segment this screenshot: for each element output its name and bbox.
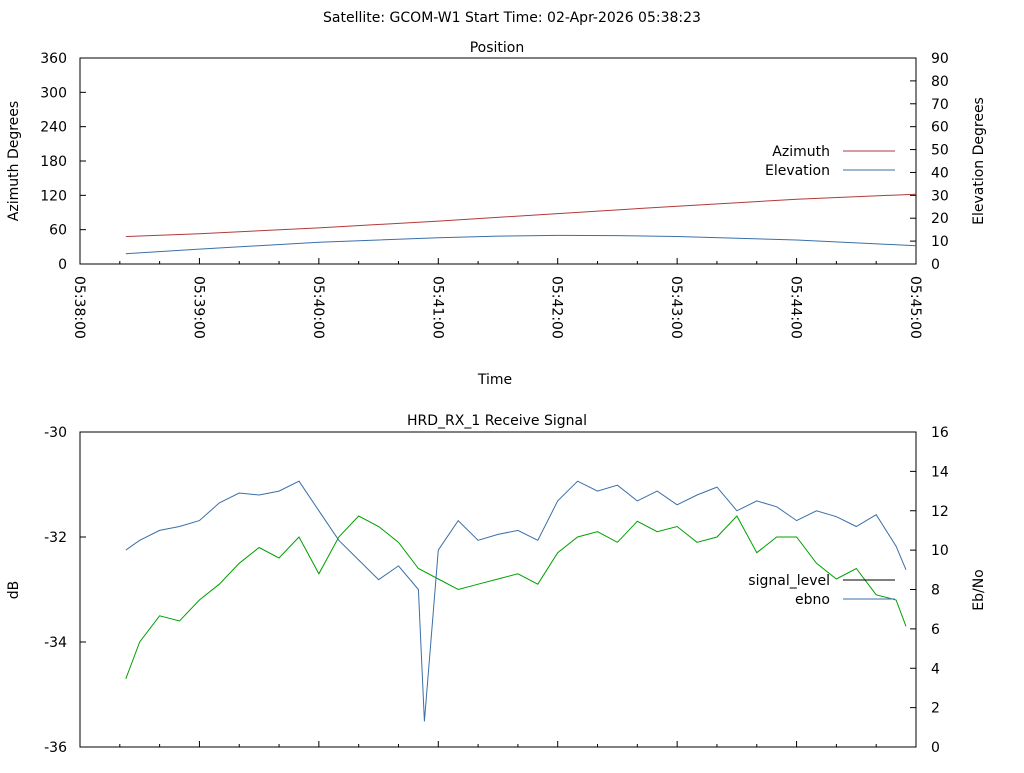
left-y-tick-label: 180 [40,154,67,170]
receive-signal-series [125,480,907,722]
page-title: Satellite: GCOM-W1 Start Time: 02-Apr-20… [323,10,701,26]
left-y-tick-label: -34 [44,635,67,651]
right-y-tick-label: 10 [931,234,949,250]
left-y-tick-label: 120 [40,188,67,204]
x-tick-label: 05:44:00 [788,276,804,339]
left-y-tick-label: 300 [40,85,67,101]
ebno-axis-label: Eb/No [971,569,987,611]
left-y-tick-label: 360 [40,51,67,67]
receive-signal-ticks: -36 -34 -32 -30 0 2 4 6 8 10 12 14 16 [44,425,949,756]
right-y-tick-label: 16 [931,425,949,441]
right-y-tick-label: 10 [931,543,949,559]
right-y-tick-label: 70 [931,97,949,113]
right-y-tick-label: 30 [931,188,949,204]
db-axis-label: dB [6,581,22,600]
position-chart-title: Position [470,40,525,56]
elevation-line [125,234,917,255]
elevation-axis-label: Elevation Degrees [971,97,987,225]
right-y-tick-label: 0 [931,257,940,273]
right-y-tick-label: 50 [931,143,949,159]
receive-signal-chart: HRD_RX_1 Receive Signal -36 -34 -32 -30 0 2 4 6… [6,413,987,756]
right-y-tick-label: 0 [931,740,940,756]
position-ticks: 0 60 120 180 240 300 360 0 10 20 30 40 50 60 70 80 90 05:… [40,51,949,339]
legend-azimuth-label: Azimuth [772,144,830,160]
right-y-tick-label: 14 [931,464,949,480]
ebno-line [125,480,907,722]
x-tick-label: 05:45:00 [907,276,923,339]
x-tick-label: 05:40:00 [310,276,326,339]
right-y-tick-label: 40 [931,165,949,181]
right-y-tick-label: 90 [931,51,949,67]
x-tick-label: 05:43:00 [668,276,684,339]
left-y-tick-label: -36 [44,740,67,756]
azimuth-axis-label: Azimuth Degrees [6,101,22,221]
legend-ebno-label: ebno [795,592,830,608]
azimuth-line [125,193,917,237]
time-axis-label: Time [477,372,512,388]
right-y-tick-label: 20 [931,211,949,227]
right-y-tick-label: 60 [931,120,949,136]
signal-level-line [125,515,907,679]
right-y-tick-label: 2 [931,701,940,717]
left-y-tick-label: 60 [49,223,67,239]
left-y-tick-label: -32 [44,530,67,546]
left-y-tick-label: 0 [58,257,67,273]
right-y-tick-label: 6 [931,622,940,638]
x-tick-label: 05:42:00 [549,276,565,339]
right-y-tick-label: 4 [931,661,940,677]
left-y-tick-label: -30 [44,425,67,441]
receive-signal-plot-frame [79,431,917,748]
legend-elevation-label: Elevation [765,163,830,179]
x-tick-label: 05:39:00 [190,276,206,339]
position-series [125,193,917,255]
receive-signal-chart-title: HRD_RX_1 Receive Signal [407,413,587,429]
position-chart: Position 0 60 120 180 240 300 360 0 10 20 30 40 50 60… [6,40,987,388]
x-tick-label: 05:41:00 [429,276,445,339]
legend-signal-level-label: signal_level [748,573,830,589]
right-y-tick-label: 8 [931,583,940,599]
right-y-tick-label: 80 [931,74,949,90]
left-y-tick-label: 240 [40,120,67,136]
right-y-tick-label: 12 [931,504,949,520]
x-tick-label: 05:38:00 [71,276,87,339]
